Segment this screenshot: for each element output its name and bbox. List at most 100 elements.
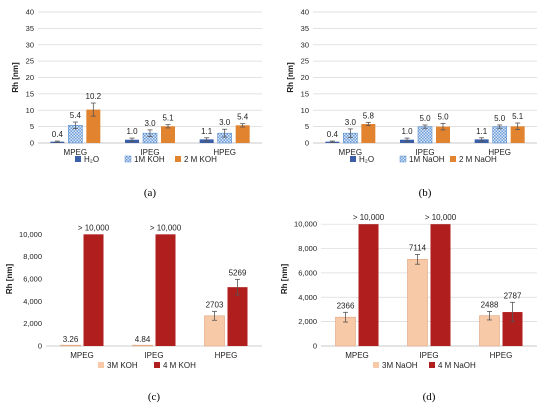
data-label: 3.0 — [144, 119, 156, 128]
legend-swatch — [350, 156, 356, 162]
y-tick-label: 30 — [301, 40, 309, 49]
data-label: 0.4 — [327, 130, 339, 139]
legend-swatch — [450, 156, 456, 162]
y-tick-label: 25 — [301, 57, 309, 66]
legend-label: H₂O — [84, 155, 99, 164]
y-tick-label: 0 — [38, 342, 42, 351]
y-tick-label: 2,000 — [298, 317, 317, 326]
data-label: > 10,000 — [78, 223, 110, 232]
data-label: > 10,000 — [150, 223, 182, 232]
bar — [492, 126, 507, 144]
legend-swatch — [75, 156, 81, 162]
data-label: 5.0 — [437, 112, 449, 121]
y-tick-label: 10,000 — [19, 230, 42, 239]
bar — [361, 124, 376, 143]
bar — [161, 126, 175, 143]
x-category-label: HPEG — [213, 148, 236, 157]
x-category-label: MPEG — [70, 351, 94, 360]
bar — [417, 126, 433, 144]
data-label: 5269 — [229, 268, 247, 277]
data-label: 1.0 — [401, 127, 413, 136]
x-category-label: MPEG — [339, 148, 363, 157]
y-tick-label: 10 — [26, 106, 34, 115]
legend-swatch — [154, 362, 160, 368]
y-tick-label: 0 — [313, 342, 317, 351]
data-label: 5.0 — [494, 114, 506, 123]
y-tick-label: 35 — [301, 24, 309, 33]
data-label: 5.4 — [70, 111, 82, 120]
y-tick-label: 6,000 — [298, 268, 317, 277]
bar — [132, 344, 153, 347]
y-axis-label: Rh [nm] — [280, 264, 289, 295]
y-axis-label: Rh [nm] — [11, 62, 20, 93]
y-tick-label: 8,000 — [298, 244, 317, 253]
x-category-label: HPEG — [215, 351, 238, 360]
y-tick-label: 20 — [26, 73, 34, 82]
y-tick-label: 4,000 — [298, 293, 317, 302]
data-label: 2366 — [337, 301, 355, 310]
y-tick-label: 5 — [30, 122, 34, 131]
legend-label: 3M NaOH — [382, 361, 418, 370]
y-tick-label: 10,000 — [294, 220, 317, 229]
y-tick-label: 4,000 — [23, 297, 42, 306]
data-label: 2488 — [481, 300, 499, 309]
bar — [510, 126, 525, 143]
data-label: 1.1 — [201, 127, 213, 136]
bar — [430, 224, 451, 346]
panel-label: (d) — [423, 391, 436, 403]
x-category-label: MPEG — [345, 351, 369, 360]
x-category-label: HPEG — [488, 148, 511, 157]
legend-swatch — [175, 156, 181, 162]
bar — [436, 126, 450, 143]
legend-label: 2 M KOH — [184, 155, 217, 164]
y-tick-label: 35 — [26, 24, 34, 33]
x-category-label: IPEG — [415, 148, 434, 157]
x-category-label: IPEG — [140, 148, 159, 157]
y-tick-label: 25 — [26, 57, 34, 66]
y-tick-label: 8,000 — [23, 252, 42, 261]
bar — [86, 109, 101, 143]
panel-label: (c) — [148, 391, 161, 403]
y-tick-label: 40 — [301, 8, 309, 17]
bar — [358, 224, 379, 346]
bar — [502, 312, 523, 346]
legend-label: 1M NaOH — [409, 155, 445, 164]
bar — [227, 287, 248, 346]
data-label: 7114 — [409, 243, 427, 252]
data-label: 5.1 — [162, 114, 174, 123]
data-label: 5.1 — [512, 112, 524, 121]
chart-panel-d: 0 2,000 4,000 6,000 8,000 10,000 Rh [nm] MPEG 23… — [280, 213, 537, 403]
data-label: 0.4 — [52, 130, 64, 139]
bar — [407, 259, 428, 347]
data-label: 3.0 — [345, 118, 357, 127]
bar — [60, 344, 81, 347]
legend-swatch — [373, 362, 379, 368]
data-label: 1.0 — [126, 127, 138, 136]
legend-swatch — [399, 155, 407, 163]
legend-swatch — [98, 362, 104, 368]
data-label: 2787 — [504, 291, 522, 300]
y-tick-label: 5 — [305, 122, 309, 131]
data-label: 10.2 — [86, 92, 102, 101]
y-tick-label: 2,000 — [23, 319, 42, 328]
x-category-label: IPEG — [144, 351, 163, 360]
y-tick-label: 0 — [30, 139, 34, 148]
panel-label: (b) — [419, 187, 432, 199]
data-label: 5.4 — [237, 113, 249, 122]
data-label: 1.1 — [476, 127, 488, 136]
x-category-label: MPEG — [64, 148, 88, 157]
y-tick-label: 0 — [305, 139, 309, 148]
legend-swatch — [124, 155, 132, 163]
data-label: > 10,000 — [425, 213, 457, 222]
data-label: 5.0 — [419, 114, 431, 123]
x-category-label: HPEG — [490, 351, 513, 360]
y-tick-label: 15 — [26, 89, 34, 98]
y-tick-label: 30 — [26, 40, 34, 49]
x-category-label: IPEG — [419, 351, 438, 360]
legend-swatch — [429, 362, 435, 368]
data-label: 3.26 — [63, 335, 79, 344]
y-tick-label: 15 — [301, 89, 309, 98]
